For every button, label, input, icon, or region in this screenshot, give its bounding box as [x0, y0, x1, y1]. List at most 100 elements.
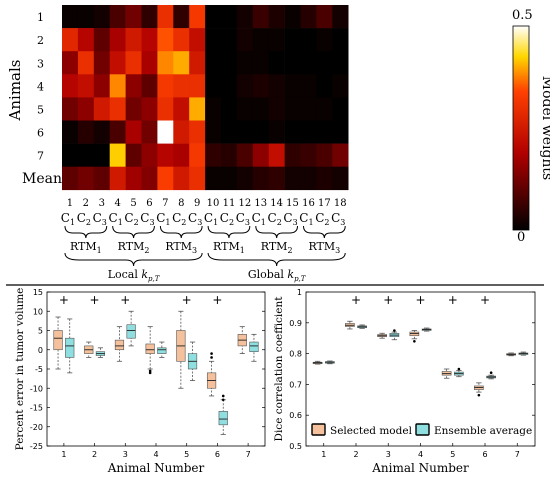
model-letter: C [93, 211, 102, 225]
x-axis-label: Animal Number [107, 461, 205, 475]
heatmap-cell-r2-c5 [125, 28, 142, 52]
model-index: 3 [102, 218, 107, 227]
rtm-group-label: RTM3 [308, 240, 340, 255]
heatmap-y-label: Animals [6, 60, 24, 122]
heatmap-cell-r7-c11 [221, 143, 238, 167]
y-tick-label: 0.8 [289, 350, 302, 359]
heatmap-cell-r7-c17 [316, 143, 333, 167]
model-letter: C [268, 211, 277, 225]
heatmap-cell-r1-c15 [284, 5, 301, 29]
model-letter: C [188, 211, 197, 225]
outlier-point [489, 371, 493, 374]
heatmap-cell-r6-c16 [300, 120, 317, 144]
row-label: 5 [37, 103, 44, 116]
heatmap-cell-r2-c13 [252, 28, 269, 52]
heatmap-cell-r2-c1 [62, 28, 79, 52]
heatmap-cell-r5-c13 [252, 97, 269, 121]
model-index: 3 [197, 218, 202, 227]
heatmap-cell-r7-c18 [332, 143, 349, 167]
heatmap-cell-r4-c3 [93, 74, 110, 98]
heatmap-cell-r7-c4 [109, 143, 126, 167]
significance-marker: + [120, 293, 130, 307]
heatmap-cell-r8-c12 [236, 166, 254, 191]
heatmap-cell-r3-c17 [316, 51, 333, 75]
x-tick-label: 1 [321, 450, 326, 459]
heatmap-cell-r1-c2 [77, 5, 95, 29]
heatmap-cell-r8-c15 [284, 166, 301, 191]
y-tick-label: -5 [35, 365, 43, 374]
model-letter: C [61, 211, 70, 225]
outlier-point [393, 329, 396, 332]
outlier-point [148, 371, 152, 375]
column-model-label: C3 [236, 211, 250, 227]
heatmap-cell-r2-c12 [236, 28, 254, 52]
column-model-label: C2 [172, 211, 186, 227]
y-tick-label: 10 [33, 307, 43, 316]
heatmap-cell-r8-c1 [62, 166, 79, 191]
heatmap-cell-r1-c16 [300, 5, 317, 29]
row-label: 1 [37, 11, 44, 24]
model-letter: C [77, 211, 86, 225]
model-index: 1 [70, 218, 75, 227]
heatmap-cell-r1-c12 [236, 5, 254, 29]
x-tick-label: 5 [450, 450, 455, 459]
x-axis-label: Animal Number [371, 461, 469, 475]
heatmap-cell-r3-c9 [189, 51, 206, 75]
x-tick-label: 7 [515, 450, 520, 459]
outlier-point [477, 393, 481, 397]
significance-marker: + [415, 293, 425, 307]
y-tick-label: 0.6 [289, 411, 302, 420]
heatmap-cell-r1-c13 [252, 5, 269, 29]
significance-marker: + [212, 293, 222, 307]
heatmap-cell-r5-c6 [141, 97, 158, 121]
heatmap-cell-r7-c2 [77, 143, 95, 167]
legend-swatch [415, 423, 430, 436]
column-number-label: 7 [162, 198, 168, 209]
box-selected [114, 339, 125, 351]
x-tick-label: 4 [153, 450, 158, 459]
heatmap-cell-r7-c13 [252, 143, 269, 167]
column-number-label: 8 [178, 198, 184, 209]
column-number-label: 9 [194, 198, 200, 209]
column-number-label: 17 [318, 198, 331, 209]
heatmap-cell-r3-c2 [77, 51, 95, 75]
heatmap-cell-r3-c18 [332, 51, 349, 75]
heatmap-cell-r4-c1 [62, 74, 79, 98]
row-label: 7 [37, 150, 44, 163]
column-number-label: 4 [114, 198, 120, 209]
heatmap-cell-r4-c14 [268, 74, 285, 98]
model-index: 3 [293, 218, 298, 227]
heatmap-cell-r7-c15 [284, 143, 301, 167]
heatmap-cell-r7-c3 [93, 143, 110, 167]
rtm-brace [207, 225, 251, 239]
y-tick-label: 0.5 [289, 442, 302, 451]
column-number-label: 1 [67, 198, 73, 209]
rtm-group-label: RTM2 [261, 240, 293, 255]
heatmap-cell-r4-c6 [141, 74, 158, 98]
heatmap-cell-r7-c16 [300, 143, 317, 167]
significance-marker: + [90, 293, 100, 307]
heatmap-cell-r5-c7 [157, 97, 174, 121]
model-index: 1 [308, 218, 313, 227]
significance-marker: + [351, 293, 361, 307]
heatmap-cell-r2-c15 [284, 28, 301, 52]
k-subscript: p,T [148, 275, 161, 283]
heatmap-cell-r1-c4 [109, 5, 126, 29]
model-letter: C [236, 211, 245, 225]
model-letter: C [299, 211, 308, 225]
heatmap-cell-r3-c11 [221, 51, 238, 75]
heatmap-cell-r4-c9 [189, 74, 206, 98]
heatmap-cell-r4-c2 [77, 74, 95, 98]
column-model-label: C1 [61, 211, 75, 227]
heatmap-cell-r4-c17 [316, 74, 333, 98]
heatmap-cell-r8-c10 [205, 166, 222, 191]
box-ensemble [126, 324, 136, 339]
heatmap-cell-r8-c11 [221, 166, 238, 191]
y-axis-label: Percent error in tumor volume [14, 288, 26, 451]
heatmap-cell-r6-c7 [157, 120, 174, 144]
column-model-label: C3 [93, 211, 107, 227]
heatmap-cell-r7-c7 [157, 143, 174, 167]
column-model-label: C1 [156, 211, 170, 227]
model-letter: C [252, 211, 261, 225]
rtm-index: 2 [287, 246, 292, 255]
